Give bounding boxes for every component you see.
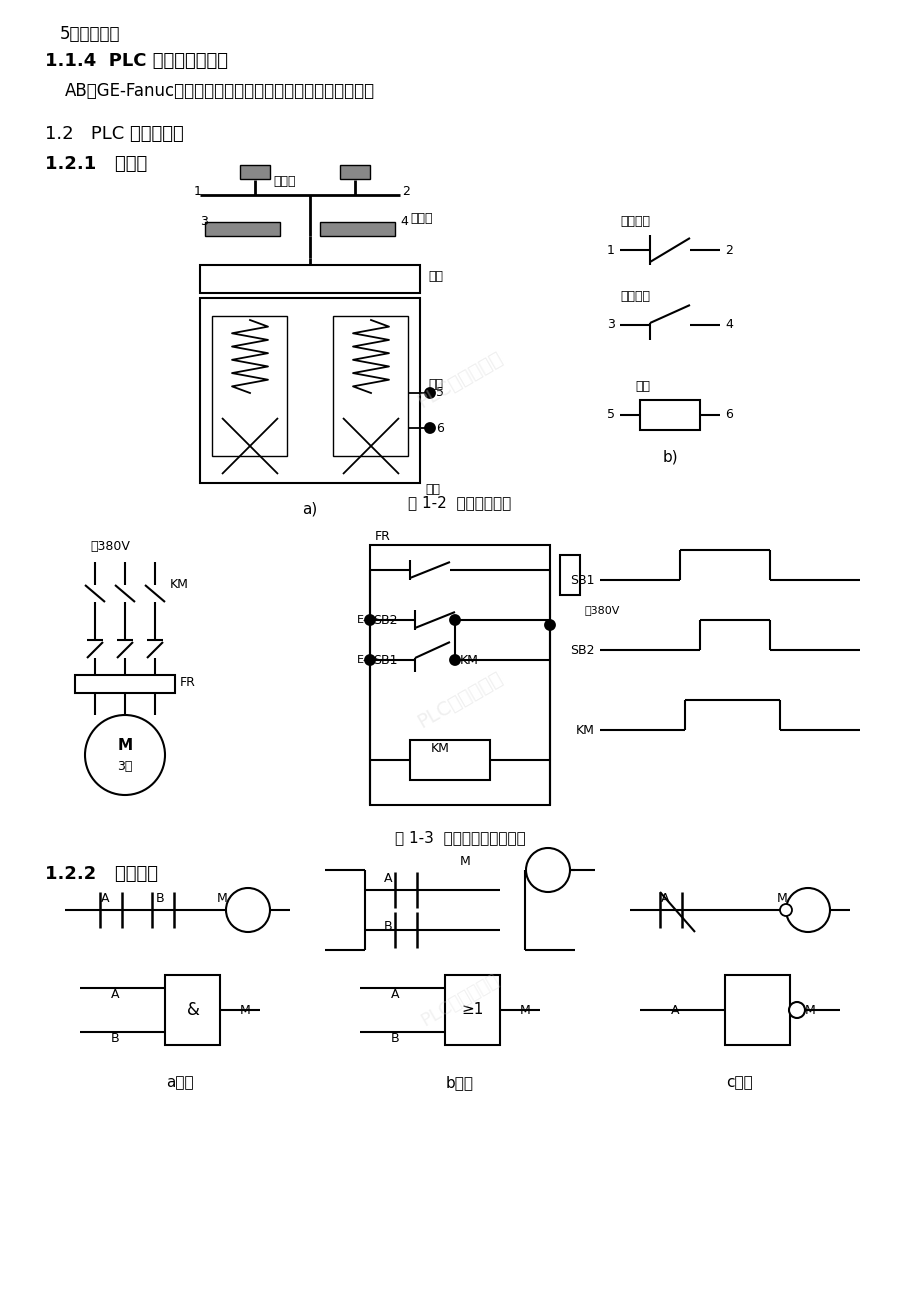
Text: 图 1-2  继电器示意图: 图 1-2 继电器示意图 (408, 495, 511, 510)
Text: 4: 4 (724, 319, 732, 332)
Circle shape (365, 655, 375, 665)
Text: 静触点: 静触点 (410, 211, 432, 224)
Text: M: M (776, 892, 787, 905)
Text: B: B (383, 921, 391, 934)
Text: M: M (216, 892, 227, 905)
Circle shape (425, 388, 435, 398)
Bar (199, 298, 420, 483)
Text: E-: E- (357, 615, 368, 625)
Text: M: M (460, 855, 470, 868)
Text: KM: KM (170, 578, 188, 591)
Text: B: B (110, 1032, 119, 1046)
Circle shape (425, 423, 435, 434)
Text: 1.2.2   逻辑运算: 1.2.2 逻辑运算 (45, 865, 158, 883)
Text: 5: 5 (436, 387, 444, 400)
Circle shape (449, 655, 460, 665)
Bar (724, 975, 789, 1046)
Text: SB1: SB1 (372, 654, 397, 667)
Text: PLC基础及应用: PLC基础及应用 (414, 348, 505, 411)
Text: 3: 3 (199, 215, 208, 228)
Text: A: A (391, 988, 399, 1001)
Bar (165, 975, 220, 1046)
Circle shape (789, 1003, 804, 1018)
Text: 1: 1 (194, 185, 201, 198)
Text: 线圈: 线圈 (634, 380, 650, 393)
Text: 5: 5 (607, 409, 614, 422)
Text: &: & (187, 1001, 199, 1019)
Text: 线圈: 线圈 (425, 483, 439, 496)
Text: KM: KM (430, 742, 449, 755)
Text: 6: 6 (436, 422, 443, 435)
Text: SB2: SB2 (372, 613, 397, 626)
Bar (640, 400, 699, 430)
Text: FR: FR (375, 530, 391, 543)
Text: b): b) (662, 450, 677, 465)
Text: M: M (519, 1004, 530, 1017)
Text: 1.2   PLC 的工作原理: 1.2 PLC 的工作原理 (45, 125, 184, 143)
Bar (320, 223, 394, 236)
Text: 常闭触点: 常闭触点 (619, 215, 650, 228)
Circle shape (779, 904, 791, 917)
Circle shape (785, 888, 829, 932)
Text: 3: 3 (607, 319, 614, 332)
Text: FR: FR (180, 677, 196, 690)
Circle shape (544, 620, 554, 630)
Text: SB2: SB2 (570, 643, 595, 656)
Text: b）或: b）或 (446, 1075, 473, 1090)
Bar (199, 266, 420, 293)
Text: A: A (110, 988, 119, 1001)
Circle shape (449, 615, 460, 625)
Text: M: M (804, 1004, 815, 1017)
Text: 图 1-3  异步电动机控制电路: 图 1-3 异步电动机控制电路 (394, 829, 525, 845)
Bar (205, 223, 279, 236)
Bar (369, 546, 550, 805)
Text: A: A (670, 1004, 678, 1017)
Text: B: B (155, 892, 165, 905)
Text: ≥1: ≥1 (461, 1003, 483, 1017)
Text: a）与: a）与 (166, 1075, 194, 1090)
Text: 动触点: 动触点 (274, 174, 296, 187)
Bar (211, 316, 287, 456)
Bar (340, 165, 369, 178)
Bar (445, 975, 499, 1046)
Text: 常开触点: 常开触点 (619, 290, 650, 303)
Text: AB、GE-Fanuc、西门子、施耐德、三菱公司、欧姆龙公司。: AB、GE-Fanuc、西门子、施耐德、三菱公司、欧姆龙公司。 (65, 82, 375, 100)
Text: 6: 6 (724, 409, 732, 422)
Text: SB1: SB1 (570, 573, 595, 586)
Circle shape (526, 848, 570, 892)
Text: KM: KM (575, 724, 595, 737)
Text: B: B (391, 1032, 399, 1046)
Text: PLC基础及应用: PLC基础及应用 (417, 970, 502, 1030)
Text: 1: 1 (607, 243, 614, 256)
Text: 5．通信联网: 5．通信联网 (60, 25, 120, 43)
Text: 2: 2 (724, 243, 732, 256)
Text: 4: 4 (400, 215, 407, 228)
Text: E-: E- (357, 655, 368, 665)
Text: a): a) (302, 501, 317, 516)
Text: KM: KM (460, 654, 479, 667)
Text: 铁心: 铁心 (427, 378, 443, 391)
Bar (410, 740, 490, 780)
Text: 3～: 3～ (118, 760, 132, 773)
Bar (560, 555, 579, 595)
Text: c）非: c）非 (726, 1075, 753, 1090)
Circle shape (85, 715, 165, 796)
Text: 2: 2 (402, 185, 410, 198)
Text: PLC基础及应用: PLC基础及应用 (414, 668, 505, 732)
Text: 1.2.1   继电器: 1.2.1 继电器 (45, 155, 147, 173)
Text: 1.1.4  PLC 的主要生产厂家: 1.1.4 PLC 的主要生产厂家 (45, 52, 228, 70)
Bar (75, 674, 175, 693)
Text: M: M (118, 737, 132, 753)
Text: M: M (240, 1004, 251, 1017)
Text: A: A (383, 872, 391, 885)
Text: 衔铁: 衔铁 (427, 270, 443, 283)
Circle shape (226, 888, 269, 932)
Bar (240, 165, 269, 178)
Text: A: A (660, 892, 668, 905)
Text: A: A (101, 892, 109, 905)
Bar (333, 316, 407, 456)
Text: ～380V: ～380V (584, 605, 619, 615)
Circle shape (365, 615, 375, 625)
Text: ～380V: ～380V (90, 540, 130, 553)
